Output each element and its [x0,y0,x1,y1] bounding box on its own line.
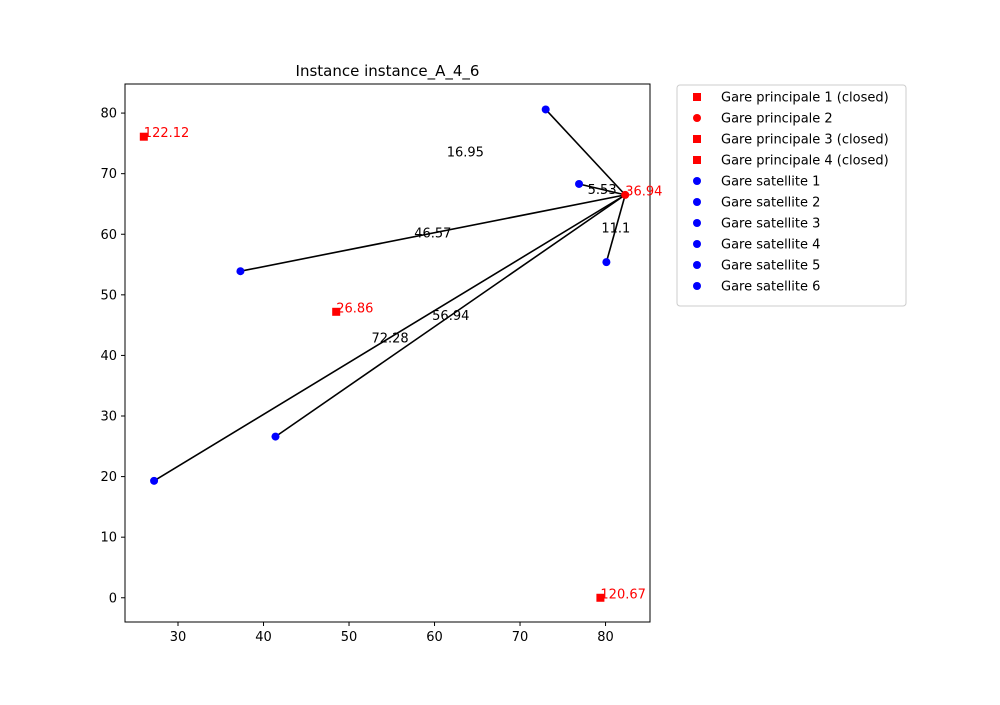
satellite-station-marker [236,267,245,276]
x-tick-label: 50 [341,630,358,645]
principal-station-label: 26.86 [336,301,373,316]
x-tick-label: 70 [512,630,529,645]
x-tick-label: 30 [170,630,187,645]
legend-marker [693,261,701,269]
connection-line [153,194,626,482]
legend-label: Gare satellite 2 [721,196,820,211]
legend-marker [693,135,701,143]
legend-label: Gare satellite 3 [721,217,820,232]
legend-marker [693,156,701,164]
legend-marker [693,240,701,248]
y-tick-label: 40 [100,349,117,364]
legend-label: Gare principale 1 (closed) [721,91,889,106]
x-tick-label: 80 [597,630,614,645]
y-tick-label: 20 [100,470,117,485]
y-tick-label: 60 [100,228,117,243]
legend-marker [693,282,701,290]
axes-frame [124,83,651,623]
y-tick-label: 70 [100,167,117,182]
legend-marker [693,93,701,101]
connection-label: 46.57 [414,227,451,242]
legend-label: Gare satellite 6 [721,280,820,295]
principal-station-marker [332,307,341,316]
connection-line [545,108,626,196]
legend-label: Gare principale 3 (closed) [721,133,889,148]
legend-marker [693,219,701,227]
satellite-station-marker [602,258,611,267]
y-tick-label: 80 [100,107,117,122]
x-tick-label: 60 [426,630,443,645]
legend-label: Gare principale 2 [721,112,833,127]
legend-label: Gare principale 4 (closed) [721,154,889,169]
principal-station-marker [621,190,630,199]
legend-box [676,84,907,307]
connection-line [605,194,626,263]
legend: Gare principale 1 (closed) Gare principal… [676,84,907,307]
connection-line [578,183,626,196]
legend-label: Gare satellite 5 [721,259,820,274]
connection-label: 72.28 [371,331,408,346]
satellite-station-marker [575,179,584,188]
legend-marker [693,114,701,122]
y-tick-label: 30 [100,410,117,425]
satellite-station-marker [541,105,550,114]
connection-label: 16.95 [447,145,484,160]
x-tick-label: 40 [255,630,272,645]
satellite-station-marker [150,476,159,485]
principal-station-marker [596,593,605,602]
principal-station-label: 120.67 [600,587,646,602]
y-tick-label: 50 [100,288,117,303]
principal-station-marker [139,132,148,141]
principal-station-label: 36.94 [625,184,662,199]
legend-label: Gare satellite 1 [721,175,820,190]
connection-label: 56.94 [432,309,469,324]
principal-station-label: 122.12 [144,126,190,141]
legend-marker [693,177,701,185]
connection-line [275,194,626,438]
chart-title: Instance instance_A_4_6 [296,62,480,81]
plot-area: 30 40 50 60 70 80 0 10 20 30 40 50 60 70 80 16.95 46.57 5… [100,83,662,645]
satellite-station-marker [271,432,280,441]
connection-label: 11.1 [601,222,630,237]
connection-label: 5.53 [588,183,617,198]
y-tick-label: 0 [109,591,117,606]
connection-line [240,194,626,272]
y-tick-label: 10 [100,531,117,546]
legend-marker [693,198,701,206]
legend-label: Gare satellite 4 [721,238,820,253]
